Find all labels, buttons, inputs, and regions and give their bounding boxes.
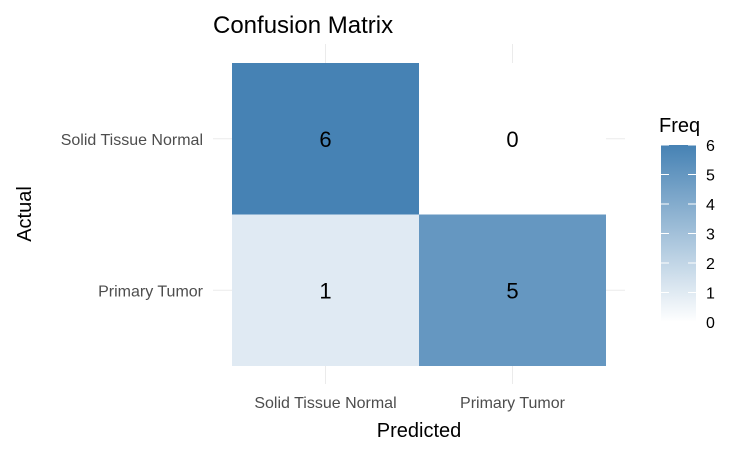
legend-tick-label: 3 <box>706 227 715 244</box>
legend-tick-label: 2 <box>706 256 715 273</box>
heatmap-cell <box>232 63 419 215</box>
x-tick-label: Solid Tissue Normal <box>254 395 396 412</box>
legend-tick-label: 6 <box>706 138 715 155</box>
cell-value-label: 5 <box>506 278 518 303</box>
legend-tick-label: 0 <box>706 315 715 332</box>
cell-value-label: 1 <box>319 278 331 303</box>
legend-title: Freq <box>659 115 700 137</box>
x-tick-label: Primary Tumor <box>460 395 566 412</box>
tile-label-layer: 6 0 1 5 <box>319 127 518 304</box>
y-axis-title: Actual <box>14 186 36 242</box>
cell-value-label: 0 <box>506 127 518 152</box>
y-tick-label: Primary Tumor <box>98 283 204 300</box>
legend-tick-label: 1 <box>706 286 715 303</box>
x-axis-title: Predicted <box>377 420 462 442</box>
legend-layer: 0 1 2 3 4 5 6 <box>661 138 715 332</box>
heatmap-cell <box>232 214 419 366</box>
legend-tick-label: 5 <box>706 168 715 185</box>
heatmap-cell <box>419 214 606 366</box>
y-tick-label: Solid Tissue Normal <box>61 132 203 149</box>
axis-layer: Solid Tissue Normal Primary Tumor Solid Ti… <box>61 132 566 412</box>
legend-tick-label: 4 <box>706 197 715 214</box>
cell-value-label: 6 <box>319 127 331 152</box>
chart-title: Confusion Matrix <box>213 12 393 39</box>
tile-layer <box>232 63 606 366</box>
heatmap-cell <box>419 63 606 215</box>
